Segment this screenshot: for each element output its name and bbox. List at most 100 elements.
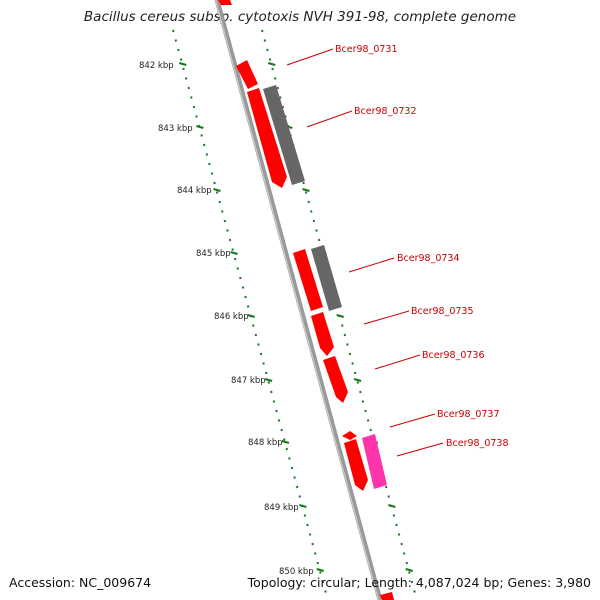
gene-label[interactable]: Bcer98_0731 <box>335 44 398 55</box>
left-tick-track-dot <box>324 590 327 593</box>
right-tick-track-dot <box>408 571 411 574</box>
left-tick-track-dot <box>308 533 312 536</box>
left-tick-track-dot <box>213 181 216 185</box>
gene-feature-bottom[interactable] <box>380 592 394 600</box>
gene-feature-bcer98-0734[interactable] <box>311 245 342 311</box>
left-tick-track-dot <box>210 172 214 175</box>
major-tick <box>302 187 310 193</box>
gene-label[interactable]: Bcer98_0737 <box>437 409 500 420</box>
right-tick-track-dot <box>356 381 359 384</box>
gene-label[interactable]: Bcer98_0734 <box>397 253 460 264</box>
left-tick-track-dot <box>275 409 278 413</box>
gene-label[interactable]: Bcer98_0738 <box>446 438 509 449</box>
gene-feature-red-0737b[interactable] <box>344 439 368 491</box>
gene-feature-bcer98-0738[interactable] <box>362 434 387 489</box>
left-tick-track-dot <box>267 381 270 384</box>
gene-feature-bcer98-0732[interactable] <box>263 85 305 185</box>
left-tick-track-dot <box>316 561 320 565</box>
right-tick-track-dot <box>392 514 396 517</box>
right-tick-track-dot <box>359 390 362 394</box>
major-tick <box>336 313 345 319</box>
left-tick-track-dot <box>187 86 190 90</box>
left-tick-track-dot <box>303 514 307 517</box>
left-tick-track-dot <box>280 428 283 432</box>
major-tick <box>264 377 273 383</box>
left-tick-track-dot <box>200 134 203 137</box>
left-tick-track-dot <box>236 267 239 270</box>
left-tick-track-dot <box>179 58 183 61</box>
right-tick-track-dot <box>271 67 274 71</box>
left-tick-track-dot <box>295 485 299 489</box>
tick-label: 850 kbp <box>279 567 314 577</box>
left-tick-track-dot <box>285 447 289 451</box>
right-tick-track-dot <box>346 343 349 346</box>
gene-label[interactable]: Bcer98_0732 <box>354 106 417 117</box>
left-tick-track-dot <box>190 96 193 99</box>
left-tick-track-dot <box>215 191 219 194</box>
major-tick <box>388 503 396 509</box>
left-tick-track-dot <box>233 257 237 261</box>
right-tick-track-dot <box>364 409 367 413</box>
gene-label[interactable]: Bcer98_0736 <box>422 350 485 361</box>
left-tick-track-dot <box>241 286 245 289</box>
right-tick-track-dot <box>266 48 269 52</box>
gene-feature-bcer98-0731[interactable] <box>236 60 258 89</box>
left-tick-track-dot <box>205 153 209 156</box>
tick-label: 845 kbp <box>196 249 231 259</box>
gene-feature-bcer98-0735[interactable] <box>311 312 334 356</box>
left-tick-track-dot <box>272 400 276 403</box>
left-tick-track-dot <box>184 77 188 80</box>
right-tick-track-dot <box>405 561 409 565</box>
major-tick <box>353 377 362 383</box>
left-tick-track-dot <box>192 105 196 109</box>
right-tick-track-dot <box>366 419 370 422</box>
left-tick-track-dot <box>203 143 206 147</box>
gene-feature-bcer98-0737[interactable] <box>342 431 357 440</box>
left-tick-track-dot <box>228 238 232 242</box>
accession-text: Accession: NC_009674 <box>9 575 152 590</box>
right-tick-track-dot <box>317 238 321 242</box>
major-tick <box>281 439 290 445</box>
right-tick-track-dot <box>395 523 398 527</box>
left-tick-track-dot <box>298 495 301 498</box>
left-tick-track-dot <box>293 476 296 479</box>
major-tick <box>267 61 276 67</box>
right-tick-track-dot <box>263 39 267 42</box>
genome-summary-text: Topology: circular; Length: 4,087,024 bp… <box>247 575 591 590</box>
left-tick-track-dot <box>239 276 242 280</box>
left-tick-track-dot <box>257 343 260 346</box>
gene-label[interactable]: Bcer98_0735 <box>411 306 474 317</box>
right-tick-track-dot <box>341 324 344 327</box>
right-tick-track-dot <box>400 542 403 546</box>
left-tick-track-dot <box>313 552 317 555</box>
right-tick-track-dot <box>397 533 401 536</box>
tick-label: 843 kbp <box>158 124 193 134</box>
left-tick-track-dot <box>259 352 263 356</box>
left-tick-track-dot <box>319 571 322 574</box>
right-tick-track-dot <box>351 362 354 365</box>
left-tick-track-dot <box>218 200 221 204</box>
major-tick <box>247 313 256 319</box>
gene-feature-bcer98-0736[interactable] <box>323 356 348 403</box>
left-tick-track-dot <box>172 29 175 33</box>
right-tick-track-dot <box>310 210 313 213</box>
map-title: Bacillus cereus subsp. cytotoxis NVH 391… <box>83 9 517 25</box>
right-tick-track-dot <box>402 552 406 555</box>
left-tick-track-dot <box>244 295 247 299</box>
left-tick-track-dot <box>254 333 258 337</box>
gene-feature-top[interactable] <box>218 0 232 5</box>
gene-feature-red-0734[interactable] <box>293 249 323 311</box>
left-tick-track-dot <box>264 371 268 375</box>
right-tick-track-dot <box>361 400 365 403</box>
left-tick-track-dot <box>288 457 291 460</box>
gene-feature-red-large[interactable] <box>247 88 287 188</box>
right-tick-track-dot <box>302 181 305 185</box>
right-tick-track-dot <box>343 333 347 337</box>
right-tick-track-dot <box>307 200 310 204</box>
left-tick-track-dot <box>208 162 211 166</box>
tick-label: 847 kbp <box>231 376 266 386</box>
left-tick-track-dot <box>177 48 180 52</box>
major-tick <box>299 503 307 509</box>
major-tick <box>316 567 325 573</box>
major-tick <box>178 61 187 67</box>
